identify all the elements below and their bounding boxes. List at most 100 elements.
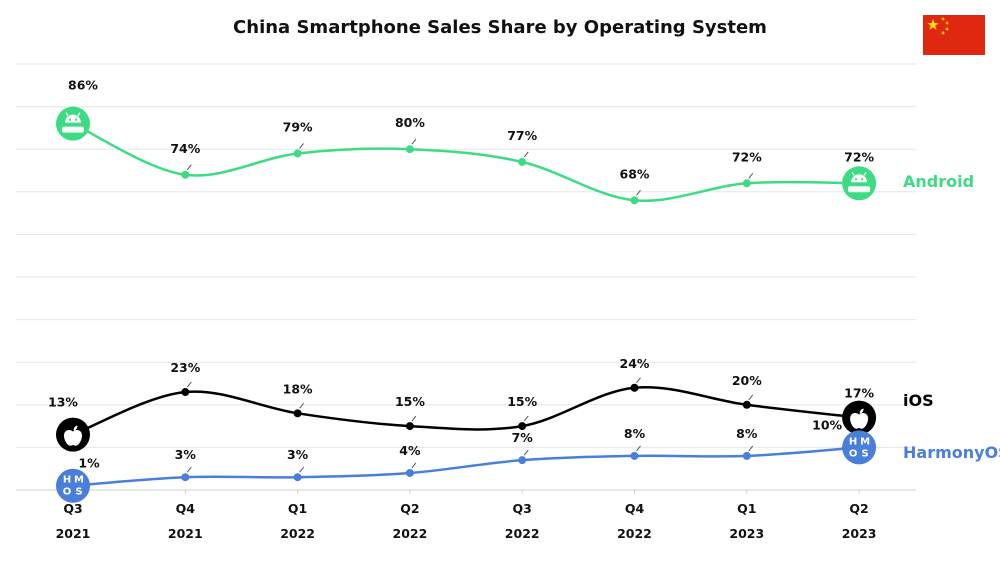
- x-tick-year: 2023: [729, 526, 764, 541]
- series-labels: Android iOS HarmonyOS: [903, 172, 1000, 462]
- flag-field: [923, 15, 985, 55]
- android-antenna: [851, 171, 855, 176]
- x-tick-year: 2021: [56, 526, 91, 541]
- data-label: 24%: [620, 356, 650, 371]
- data-point: [630, 383, 639, 392]
- data-label: 8%: [736, 426, 758, 441]
- label-leader: [186, 381, 192, 388]
- apple-icon: [842, 400, 877, 435]
- data-label: 15%: [507, 394, 537, 409]
- x-tick-quarter: Q3: [513, 501, 532, 516]
- label-leader: [523, 415, 529, 422]
- android-antenna: [65, 112, 69, 116]
- x-tick-year: 2023: [842, 526, 877, 541]
- label-leader: [411, 415, 417, 422]
- apple-icon: [56, 417, 90, 452]
- data-point: [293, 473, 302, 482]
- data-label: 10%: [812, 417, 842, 432]
- label-leader: [636, 445, 641, 452]
- series-lines: [72, 122, 860, 487]
- data-label: 77%: [507, 128, 537, 143]
- series-label-ios: iOS: [903, 391, 934, 410]
- x-tick-year: 2022: [617, 526, 652, 541]
- harmonyos-letter: O: [849, 448, 858, 459]
- data-point: [742, 179, 751, 188]
- flag-small-star: [941, 16, 946, 22]
- data-point: [630, 451, 639, 460]
- x-tick-quarter: Q2: [849, 501, 868, 516]
- apple-leaf: [859, 408, 864, 414]
- data-label: 68%: [620, 166, 650, 181]
- series-line-ios: [72, 385, 860, 436]
- data-point: [405, 468, 414, 477]
- label-leader: [636, 190, 641, 196]
- data-label: 74%: [170, 141, 200, 156]
- data-label: 72%: [732, 149, 762, 164]
- harmonyos-icon: H MO S: [56, 468, 90, 503]
- data-point: [742, 400, 751, 409]
- harmonyos-icon-bg: [842, 430, 877, 465]
- apple-body: [850, 412, 869, 429]
- data-point: [405, 422, 414, 431]
- data-point: [293, 149, 302, 158]
- label-leader: [523, 449, 529, 456]
- harmonyos-letter: H: [849, 436, 857, 447]
- flag-small-star: [941, 30, 946, 36]
- data-point: [518, 422, 527, 431]
- label-leader: [411, 138, 417, 145]
- series-icons: H MO SH MO S: [56, 106, 877, 503]
- android-icon-bg: [842, 166, 877, 201]
- harmonyos-letter: M: [74, 475, 84, 486]
- data-point: [293, 409, 302, 418]
- x-tick-year: 2022: [393, 526, 428, 541]
- label-leader: [299, 143, 304, 149]
- x-tick-quarter: Q2: [400, 501, 419, 516]
- data-label: 8%: [624, 426, 646, 441]
- data-label: 15%: [395, 394, 425, 409]
- apple-leaf: [73, 425, 78, 431]
- data-point: [518, 456, 527, 465]
- x-tick-quarter: Q1: [737, 501, 756, 516]
- label-leader: [186, 466, 192, 473]
- data-label: 3%: [175, 447, 197, 462]
- data-label: 4%: [399, 443, 421, 458]
- x-axis: Q3 2021 Q4 2021 Q1 2022 Q2 2022 Q3 2022 Q4 2022 Q1 20…: [16, 489, 916, 541]
- x-tick-quarter: Q4: [625, 501, 645, 516]
- android-head: [851, 174, 868, 183]
- data-point: [630, 196, 639, 205]
- data-label: 1%: [78, 456, 100, 471]
- android-icon: [842, 166, 877, 201]
- data-label: 80%: [395, 115, 425, 130]
- data-labels: 86% 74% 79% 80% 77% 68% 72% 72% 13% 23% 18% 15% 15% 2…: [48, 78, 875, 482]
- flag-small-star: [945, 26, 950, 32]
- harmonyos-letter: H: [63, 475, 71, 486]
- series-label-android: Android: [903, 172, 974, 191]
- harmonyos-letter: O: [63, 487, 72, 498]
- harmonyos-letter: S: [75, 487, 82, 498]
- x-tick-year: 2021: [168, 526, 203, 541]
- data-label: 79%: [283, 119, 313, 134]
- data-label: 86%: [68, 78, 98, 93]
- flag-big-star: [927, 19, 939, 30]
- android-antenna: [863, 171, 867, 176]
- data-label: 72%: [844, 149, 874, 164]
- android-eye: [854, 178, 858, 181]
- android-eye: [860, 178, 864, 181]
- label-leader: [748, 394, 754, 401]
- data-label: 7%: [512, 430, 534, 445]
- harmonyos-letter: S: [861, 448, 868, 459]
- data-point: [518, 157, 527, 166]
- label-leader: [299, 466, 304, 473]
- x-tick-year: 2022: [505, 526, 540, 541]
- android-wordmark-bar: [62, 126, 84, 133]
- label-leader: [186, 164, 192, 171]
- china-flag-icon: [923, 15, 985, 55]
- label-leader: [636, 377, 641, 384]
- label-leader: [748, 445, 754, 452]
- data-label: 13%: [48, 395, 78, 410]
- x-tick-year: 2022: [280, 526, 315, 541]
- android-antenna: [77, 112, 81, 116]
- android-icon-bg: [56, 106, 90, 141]
- flag-small-star: [945, 20, 950, 26]
